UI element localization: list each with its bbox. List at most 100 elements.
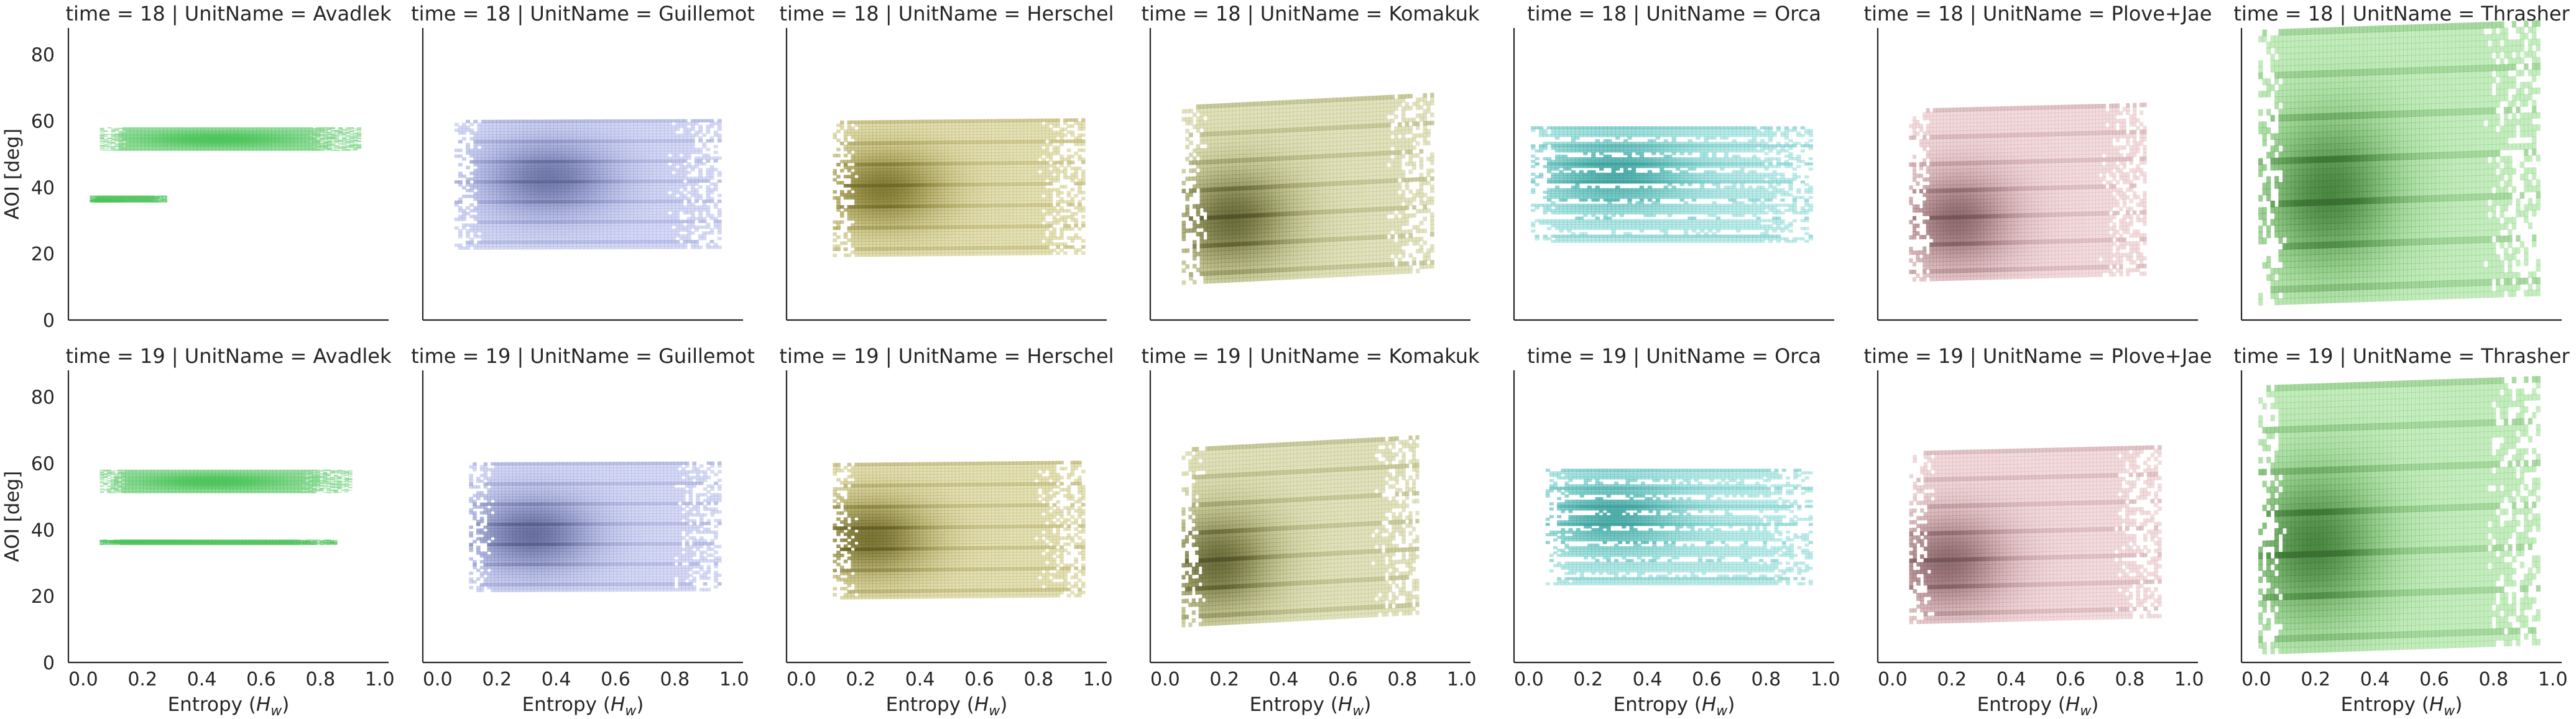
- data-point: [349, 141, 354, 142]
- data-point: [335, 135, 339, 137]
- data-point: [335, 145, 339, 147]
- data-point: [111, 129, 116, 130]
- data-point: [335, 134, 339, 135]
- data-point: [331, 134, 335, 135]
- data-point: [104, 136, 108, 137]
- data-point: [331, 136, 335, 137]
- data-point: [349, 140, 354, 141]
- data-point: [205, 127, 209, 129]
- data-point: [227, 127, 231, 129]
- data-point: [152, 127, 157, 129]
- data-point: [119, 139, 123, 140]
- data-point: [331, 148, 335, 149]
- data-point: [111, 146, 116, 147]
- data-point: [346, 132, 350, 133]
- data-point: [320, 148, 324, 149]
- data-point: [346, 149, 350, 150]
- data-point: [305, 127, 309, 129]
- data-point: [331, 130, 335, 131]
- data-point: [353, 144, 358, 145]
- data-point: [275, 127, 279, 129]
- facet-panel: time = 18 | UnitName = Avadlek020406080A…: [1, 2, 392, 332]
- data-point: [346, 127, 350, 129]
- data-point: [342, 134, 346, 135]
- data-point: [108, 140, 112, 142]
- data-point: [357, 140, 361, 142]
- data-point: [320, 150, 324, 151]
- data-point: [342, 144, 346, 145]
- data-point: [104, 140, 108, 142]
- data-point: [249, 127, 254, 129]
- data-point: [349, 127, 354, 129]
- data-point: [242, 127, 246, 129]
- data-point: [357, 132, 361, 133]
- data-point: [342, 142, 346, 144]
- data-point: [100, 150, 104, 151]
- data-point: [349, 144, 354, 145]
- data-point: [104, 140, 108, 141]
- data-point: [100, 145, 104, 146]
- data-point: [320, 137, 324, 139]
- data-point: [323, 134, 328, 135]
- data-point: [119, 128, 123, 129]
- data-point: [115, 149, 119, 150]
- data-point: [357, 137, 361, 139]
- data-point: [108, 137, 112, 139]
- data-point: [271, 127, 275, 129]
- data-point: [164, 127, 168, 129]
- data-point: [111, 139, 116, 140]
- data-point: [331, 133, 335, 134]
- data-point: [186, 127, 190, 129]
- data-point: [346, 140, 350, 142]
- data-point: [357, 127, 361, 129]
- data-point: [357, 145, 361, 147]
- data-point: [100, 132, 104, 133]
- data-point: [335, 130, 339, 131]
- data-point: [264, 127, 268, 129]
- data-point: [104, 131, 108, 132]
- data-point: [111, 144, 116, 145]
- data-point: [115, 140, 119, 142]
- data-point: [320, 127, 324, 129]
- data-point: [312, 131, 316, 132]
- data-point: [231, 127, 235, 129]
- data-point: [190, 127, 194, 129]
- data-point: [100, 147, 104, 149]
- data-point: [323, 127, 328, 129]
- data-point: [267, 127, 272, 129]
- data-point: [338, 147, 343, 148]
- data-point: [327, 144, 331, 145]
- data-point: [160, 127, 164, 129]
- data-point: [342, 140, 346, 142]
- data-point: [346, 145, 350, 146]
- data-point: [323, 136, 328, 137]
- data-point: [246, 127, 250, 129]
- panel-title: time = 18 | UnitName = Avadlek: [66, 2, 392, 25]
- data-point: [353, 147, 358, 148]
- data-point: [115, 144, 119, 145]
- data-point: [335, 140, 339, 142]
- data-point: [331, 150, 335, 151]
- data-point: [349, 150, 354, 151]
- data-point: [316, 149, 320, 150]
- data-point: [115, 138, 119, 139]
- data-point: [342, 129, 346, 130]
- data-point: [327, 134, 331, 135]
- data-point: [331, 147, 335, 148]
- data-point: [331, 132, 335, 133]
- data-point: [208, 127, 213, 129]
- data-point: [108, 141, 112, 142]
- data-point: [145, 127, 149, 129]
- data-point: [104, 146, 108, 147]
- data-point: [119, 138, 123, 139]
- data-point: [115, 146, 119, 147]
- data-point: [104, 142, 108, 143]
- data-point: [111, 142, 116, 143]
- data-point: [331, 140, 335, 142]
- data-point: [335, 137, 339, 139]
- data-point: [141, 127, 145, 129]
- data-point: [293, 127, 298, 129]
- data-point: [323, 138, 328, 139]
- data-point: [357, 131, 361, 132]
